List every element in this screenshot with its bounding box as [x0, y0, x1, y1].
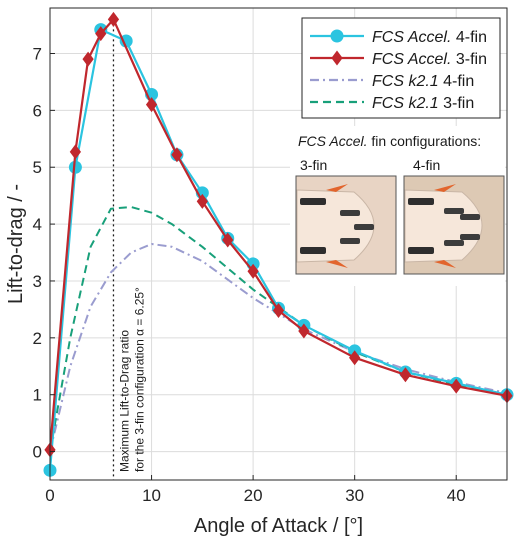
- annotation-line-2: for the 3-fin configuration α = 6.25°: [132, 287, 146, 472]
- fin-plug-icon: [300, 198, 326, 205]
- data-point: [247, 263, 259, 279]
- inset-title: FCS Accel. fin configurations:: [298, 133, 481, 149]
- legend: FCS Accel. 4-fin FCS Accel. 3-fin FCS k2.1…: [301, 17, 501, 119]
- fin-box-icon: [460, 214, 480, 220]
- fin-box-icon: [340, 210, 360, 216]
- x-tick-label: 20: [244, 486, 263, 505]
- data-point: [222, 232, 234, 248]
- board-4fin: [403, 175, 505, 275]
- y-tick-label: 4: [33, 215, 42, 234]
- fin-configuration-inset: FCS Accel. fin configurations: 3-fin 4-fin: [290, 126, 505, 286]
- fin-box-icon: [340, 238, 360, 244]
- legend-label: FCS k2.1 3-fin: [372, 95, 474, 112]
- legend-item: FCS k2.1 4-fin: [310, 73, 474, 90]
- data-point: [145, 97, 158, 113]
- fin-plug-icon: [300, 247, 326, 254]
- x-tick-label: 30: [345, 486, 364, 505]
- data-point: [69, 144, 82, 160]
- legend-item: FCS Accel. 4-fin: [310, 29, 487, 46]
- series-2: [49, 243, 508, 452]
- legend-item: FCS Accel. 3-fin: [310, 50, 487, 68]
- data-point: [349, 350, 361, 366]
- fin-icon: [434, 184, 456, 192]
- inset-label-3fin: 3-fin: [300, 157, 327, 173]
- fin-box-icon: [444, 208, 464, 214]
- fin-icon: [326, 184, 348, 192]
- y-tick-label: 7: [33, 44, 42, 63]
- fin-box-icon: [444, 240, 464, 246]
- legend-marker: [331, 50, 343, 66]
- series-1: [44, 11, 513, 458]
- inset-label-4fin: 4-fin: [413, 157, 440, 173]
- y-tick-label: 1: [33, 386, 42, 405]
- data-point: [298, 323, 310, 339]
- ticks: 0 10 20 30 40 0 1 2 3 4 5 6 7: [33, 44, 466, 505]
- data-point: [196, 193, 208, 209]
- annotation-line-1: Maximum Lift-to-Drag ratio: [117, 330, 131, 472]
- data-point: [95, 26, 107, 42]
- y-axis-label: Lift-to-drag / -: [5, 184, 27, 304]
- y-tick-label: 0: [33, 443, 42, 462]
- y-tick-label: 5: [33, 158, 42, 177]
- fin-icon: [434, 260, 456, 268]
- fin-box-icon: [460, 234, 480, 240]
- series-layer: [43, 11, 514, 477]
- data-point: [272, 303, 285, 319]
- data-point: [119, 34, 133, 48]
- annotation-layer: Maximum Lift-to-Drag ratio for the 3-fin …: [112, 19, 146, 480]
- series-line: [48, 18, 508, 450]
- fin-box-icon: [354, 224, 374, 230]
- data-point: [399, 367, 412, 383]
- data-point: [450, 378, 462, 394]
- x-tick-label: 40: [447, 486, 466, 505]
- data-point: [68, 160, 82, 174]
- data-point: [171, 147, 183, 163]
- x-tick-label: 0: [45, 486, 54, 505]
- series-line: [49, 243, 508, 452]
- legend-marker: [330, 29, 344, 43]
- x-tick-label: 10: [142, 486, 161, 505]
- fin-icon: [326, 260, 348, 268]
- data-point: [82, 51, 94, 67]
- board-3fin: [295, 175, 397, 275]
- fin-plug-icon: [408, 198, 434, 205]
- legend-label: FCS k2.1 4-fin: [372, 73, 474, 90]
- legend-label: FCS Accel. 4-fin: [372, 29, 487, 46]
- y-tick-label: 6: [33, 101, 42, 120]
- x-axis-label: Angle of Attack / [°]: [194, 515, 363, 537]
- legend-label: FCS Accel. 3-fin: [372, 51, 487, 68]
- y-tick-label: 2: [33, 329, 42, 348]
- legend-item: FCS k2.1 3-fin: [310, 95, 474, 112]
- plot-frame: [49, 7, 508, 481]
- data-point: [107, 11, 120, 27]
- fin-plug-icon: [408, 247, 434, 254]
- y-tick-label: 3: [33, 272, 42, 291]
